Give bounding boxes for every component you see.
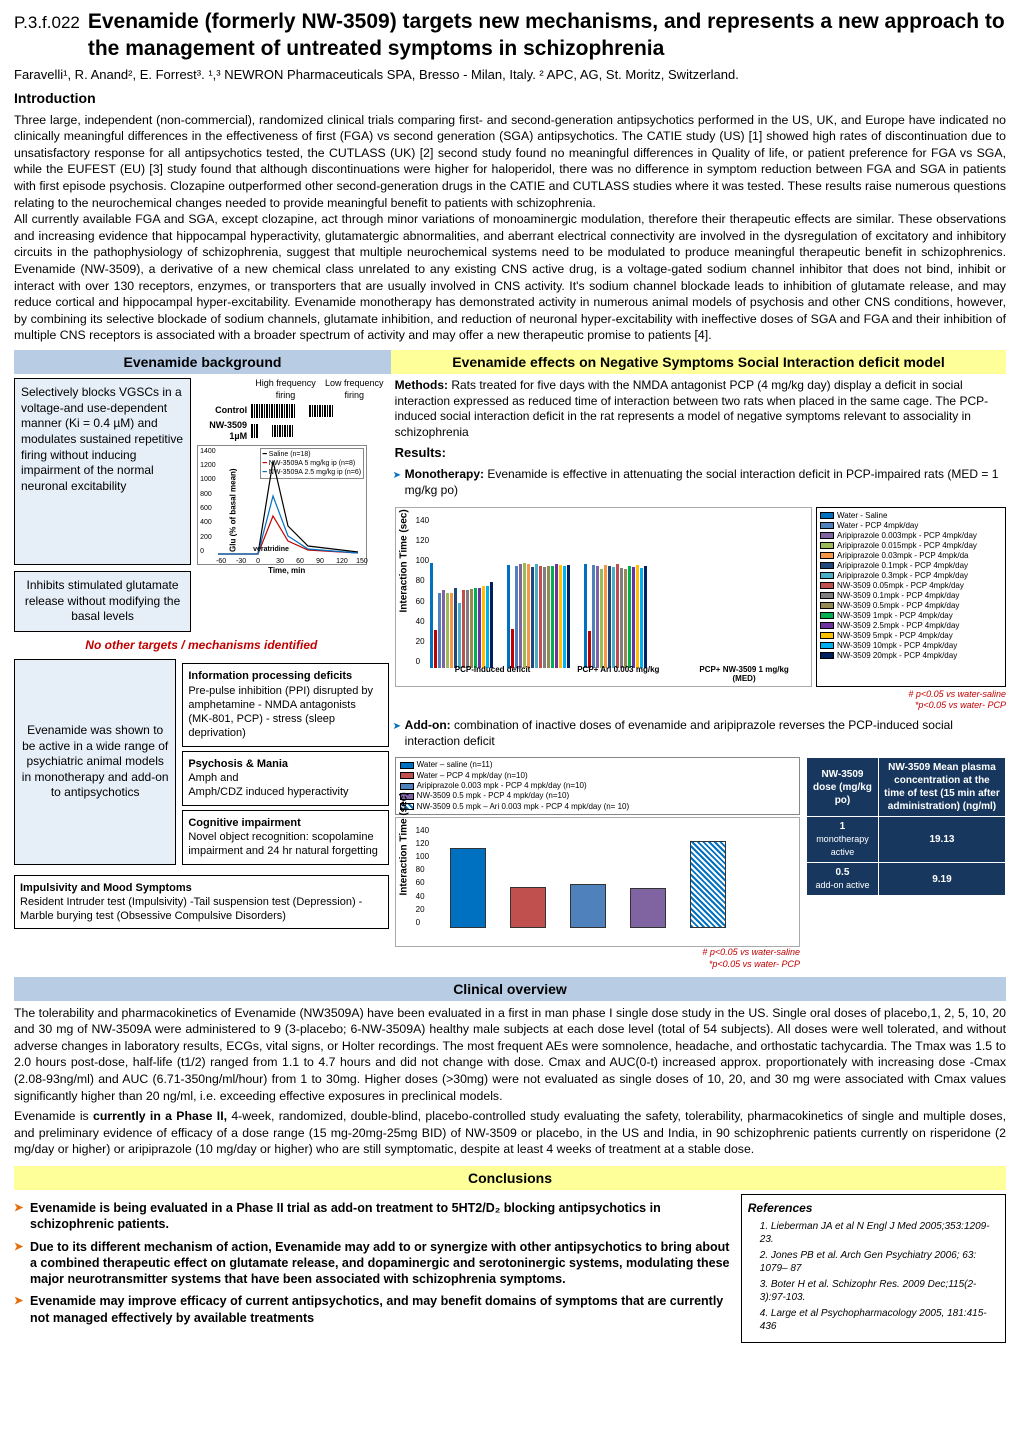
addon-chart: Interaction Time (sec) 02040608010012014… (395, 817, 800, 947)
addon-bullet: Add-on: combination of inactive doses of… (405, 718, 1006, 749)
band-right: Evenamide effects on Negative Symptoms S… (391, 350, 1006, 374)
band-left: Evenamide background (14, 350, 391, 374)
poster-id: P.3.f.022 (14, 12, 80, 34)
pk-table: NW-3509 dose (mg/kg po)NW-3509 Mean plas… (806, 757, 1006, 896)
conclusions-list: Evenamide is being evaluated in a Phase … (14, 1194, 731, 1343)
glu-release-chart: Glu (% of basal mean) 020040060080010001… (197, 445, 367, 565)
clinical-text-1: The tolerability and pharmacokinetics of… (14, 1001, 1006, 1109)
monotherapy-bullet: Monotherapy: Evenamide is effective in a… (405, 467, 1006, 498)
no-other-targets: No other targets / mechanisms identified (14, 638, 389, 654)
conclusions-band: Conclusions (14, 1166, 1006, 1190)
intro-text: Three large, independent (non-commercial… (14, 112, 1006, 344)
results-label: Results: (395, 445, 1006, 462)
info-processing-box: Information processing deficits Pre-puls… (182, 663, 388, 746)
authors: Faravelli¹, R. Anand², E. Forrest³. ¹,³ … (14, 67, 1006, 84)
references-box: References 1. Lieberman JA et al N Engl … (741, 1194, 1006, 1343)
animal-models-box: Evenamide was shown to be active in a wi… (14, 659, 176, 864)
psychosis-box: Psychosis & Mania Amph and Amph/CDZ indu… (182, 751, 388, 806)
chart1-footnote: # p<0.05 vs water-saline *p<0.05 vs wate… (395, 689, 1006, 712)
chart2-legend: Water – saline (n=11)Water – PCP 4 mpk/d… (395, 757, 800, 815)
monotherapy-chart: Interaction Time (sec) 02040608010012014… (395, 507, 812, 687)
clinical-band: Clinical overview (14, 977, 1006, 1001)
intro-header: Introduction (14, 89, 1006, 107)
clinical-text-2: Evenamide is currently in a Phase II, 4-… (14, 1108, 1006, 1162)
chart1-legend: Water - SalineWater - PCP 4mpk/dayAripip… (816, 507, 1006, 687)
impulsivity-box: Impulsivity and Mood Symptoms Resident I… (14, 875, 389, 930)
firing-diagram: High frequency firingLow frequency firin… (197, 378, 389, 443)
chart2-footnote: # p<0.05 vs water-saline *p<0.05 vs wate… (395, 947, 800, 970)
methods-block: Methods: Rats treated for five days with… (395, 378, 1006, 440)
vgsc-box: Selectively blocks VGSCs in a voltage-an… (14, 378, 191, 565)
cognitive-box: Cognitive impairment Novel object recogn… (182, 810, 388, 865)
glu-inhibit-box: Inhibits stimulated glutamate release wi… (14, 571, 191, 632)
poster-title: Evenamide (formerly NW-3509) targets new… (88, 8, 1006, 63)
